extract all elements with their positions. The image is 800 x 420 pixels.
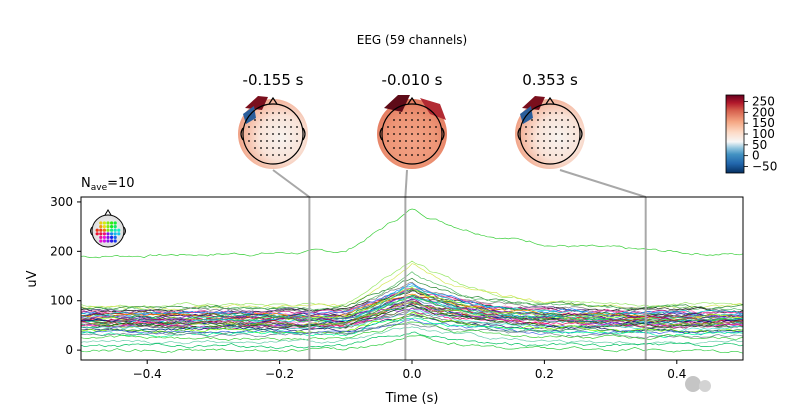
topomap-connectors xyxy=(272,169,646,198)
series-line-c44 xyxy=(81,321,743,341)
colorbar-tick-label: 0 xyxy=(752,149,760,163)
series-line-c19 xyxy=(81,286,743,322)
topomap-title-2: -0.010 s xyxy=(382,71,443,89)
series-lines xyxy=(81,208,743,354)
y-tick-label: 300 xyxy=(50,195,73,209)
topomap-sensor-dots xyxy=(248,112,575,156)
series-line-c38 xyxy=(81,313,743,334)
series-line-c1 xyxy=(81,260,743,309)
series-line-c33 xyxy=(81,307,743,329)
colorbar-tick-label: 50 xyxy=(752,138,767,152)
x-tick-label: 0.2 xyxy=(535,367,554,381)
y-tick-label: 200 xyxy=(50,244,73,258)
y-axis-label: uV xyxy=(25,270,40,287)
y-tick-label: 0 xyxy=(65,343,73,357)
y-tick-label: 100 xyxy=(50,294,73,308)
topomap-3: 0.353 s xyxy=(515,71,585,169)
sensor-layout-inset xyxy=(90,209,126,248)
colorbar-tick-label: −50 xyxy=(752,160,777,174)
watermark xyxy=(685,376,711,392)
nave-label-value: =10 xyxy=(107,176,134,191)
colorbar-tick-label: 200 xyxy=(752,105,775,119)
x-tick-label: 0.0 xyxy=(402,367,421,381)
connector-1 xyxy=(272,169,310,198)
colorbar-tick-label: 100 xyxy=(752,127,775,141)
x-axis: −0.4 −0.2 0.0 0.2 0.4 xyxy=(133,360,686,381)
series-line-c43 xyxy=(81,323,743,339)
series-line-c24 xyxy=(81,299,743,324)
x-tick-label: −0.2 xyxy=(265,367,294,381)
colorbar-gradient xyxy=(725,94,745,174)
colorbar-tick-label: 150 xyxy=(752,116,775,130)
series-line-max xyxy=(81,208,743,259)
nave-label-sub: ave xyxy=(91,183,108,193)
connector-3 xyxy=(559,169,646,198)
x-axis-label: Time (s) xyxy=(385,391,439,406)
y-axis: 0 100 200 300 xyxy=(50,195,81,357)
figure-title: EEG (59 channels) xyxy=(357,33,467,47)
topomap-title-3: 0.353 s xyxy=(522,71,578,89)
nave-label-main: N xyxy=(81,176,91,191)
connector-2 xyxy=(404,169,408,198)
series-line-c39 xyxy=(81,312,743,334)
series-line-c37 xyxy=(81,310,743,333)
series-line-c5 xyxy=(81,281,743,314)
topomap-title-1: -0.155 s xyxy=(243,71,304,89)
series-line-c41 xyxy=(81,318,743,335)
colorbar-tick-label: 250 xyxy=(752,95,775,109)
time-markers xyxy=(308,197,647,360)
series-line-c46 xyxy=(81,331,743,350)
x-tick-label: −0.4 xyxy=(133,367,162,381)
series-line-c47 xyxy=(81,335,743,354)
nave-label: Nave=10 xyxy=(81,176,135,193)
x-tick-label: 0.4 xyxy=(667,367,686,381)
series-line-c42 xyxy=(81,317,743,338)
